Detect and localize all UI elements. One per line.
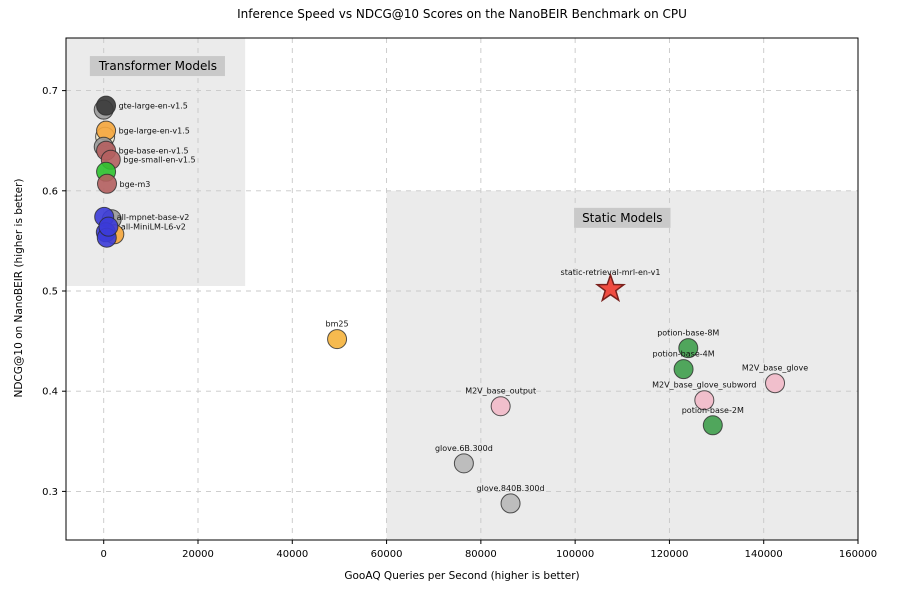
data-point-gte-large-en-v1.5 — [96, 95, 117, 116]
x-tick-label: 80000 — [465, 549, 497, 560]
region-label-box — [89, 56, 225, 77]
point-label: gte-large-en-v1.5 — [119, 102, 188, 111]
region-label-box — [574, 207, 671, 228]
point-label: potion-base-2M — [682, 406, 744, 415]
data-point-potion-base-4M — [673, 359, 694, 380]
chart-title: Inference Speed vs NDCG@10 Scores on the… — [237, 7, 687, 21]
point-label: bge-m3 — [120, 180, 151, 189]
y-tick-label: 0.5 — [42, 287, 58, 298]
point-label: all-MiniLM-L6-v2 — [121, 223, 186, 232]
point-label: bge-large-en-v1.5 — [119, 127, 190, 136]
y-tick-label: 0.6 — [42, 186, 58, 197]
y-tick-label: 0.3 — [42, 487, 58, 498]
point-label: M2V_base_output — [465, 387, 536, 396]
point-label: static-retrieval-mrl-en-v1 — [561, 268, 661, 277]
point-label: glove.6B.300d — [435, 444, 493, 453]
data-point-potion-base-2M — [702, 415, 723, 436]
point-label: potion-base-8M — [657, 329, 719, 338]
point-label: bge-base-en-v1.5 — [119, 147, 189, 156]
plot-border — [65, 37, 859, 541]
data-point-M2V_base_output — [490, 396, 511, 417]
y-tick-label: 0.4 — [42, 387, 58, 398]
data-point-potion-base-8M — [678, 338, 699, 359]
y-axis-label: NDCG@10 on NanoBEIR (higher is better) — [13, 178, 25, 398]
data-point-bge-m3 — [97, 173, 118, 194]
data-point-M2V_base_glove — [765, 373, 786, 394]
x-tick-label: 120000 — [650, 549, 688, 560]
data-point-glove.6B.300d — [453, 453, 474, 474]
y-tick-label: 0.7 — [42, 86, 58, 97]
x-tick-label: 100000 — [556, 549, 594, 560]
x-tick-label: 60000 — [371, 549, 403, 560]
data-point-glove.840B.300d — [500, 493, 521, 514]
data-point-static-retrieval-mrl-en-v1 — [595, 272, 626, 303]
static-models-region — [386, 190, 858, 541]
point-label: bm25 — [326, 320, 349, 329]
data-point-bm25 — [327, 329, 348, 350]
data-point-all-MiniLM-L6-v2 — [98, 216, 119, 237]
region-label: Transformer Models — [98, 59, 217, 73]
region-label: Static Models — [582, 211, 662, 225]
transformer-models-region — [66, 38, 246, 286]
x-tick-label: 40000 — [276, 549, 308, 560]
x-tick-label: 160000 — [839, 549, 877, 560]
point-label: potion-base-4M — [653, 350, 715, 359]
x-tick-label: 140000 — [745, 549, 783, 560]
point-label: bge-small-en-v1.5 — [123, 156, 195, 165]
point-label: M2V_base_glove_subword — [652, 381, 756, 390]
point-label: glove.840B.300d — [477, 484, 545, 493]
point-label: M2V_base_glove — [742, 364, 808, 373]
data-point-M2V_base_glove_subword — [694, 390, 715, 411]
x-tick-label: 0 — [101, 549, 107, 560]
x-axis-label: GooAQ Queries per Second (higher is bett… — [344, 570, 580, 582]
x-tick-label: 20000 — [182, 549, 214, 560]
point-label: all-mpnet-base-v2 — [117, 213, 190, 222]
